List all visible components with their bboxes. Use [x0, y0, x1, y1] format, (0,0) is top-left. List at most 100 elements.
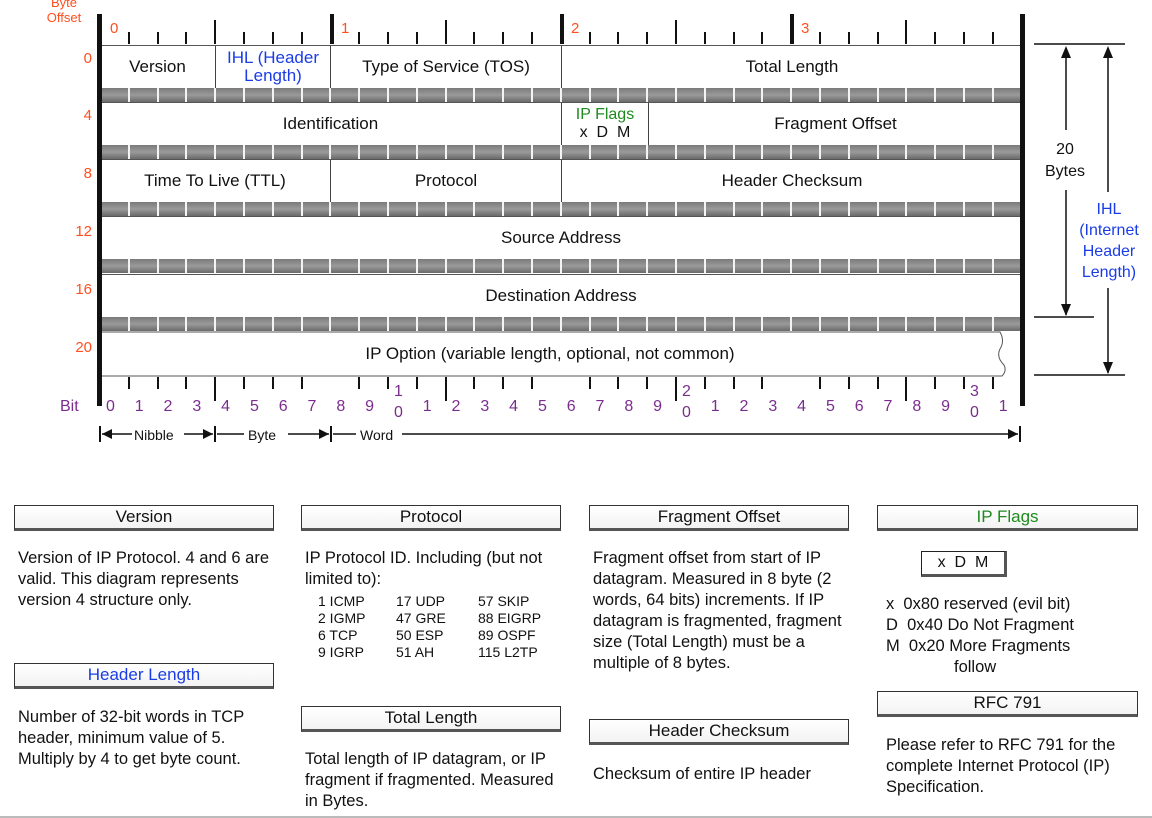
bottom-tick [271, 377, 274, 389]
separator-tick [646, 88, 649, 102]
bit-number: 9 [941, 398, 951, 415]
separator-tick [646, 259, 649, 273]
top-tick [185, 32, 188, 44]
bit-number: 0 [105, 398, 115, 415]
separator-tick [876, 88, 879, 102]
legend-protocol-title: Protocol [301, 505, 561, 531]
field-protocol: Protocol [330, 160, 561, 202]
bit-number: 7 [883, 398, 893, 415]
row-offset-8: 8 [83, 165, 92, 182]
top-tick [444, 20, 447, 44]
byte-divider-tick [560, 14, 564, 44]
bit-number: 1 [422, 398, 432, 415]
separator-tick [271, 145, 274, 159]
separator-tick [214, 317, 217, 331]
separator-tick [675, 259, 677, 273]
bit-number: 2 [163, 398, 173, 415]
separator-tick [156, 317, 159, 331]
separator-tick [991, 259, 994, 273]
separator-tick [963, 317, 965, 331]
separator-tick [703, 88, 706, 102]
bit-number: 5 [537, 398, 547, 415]
separator-tick [790, 317, 793, 331]
separator-tick [617, 88, 620, 102]
top-tick [963, 32, 965, 44]
separator-tick [329, 202, 332, 216]
bottom-tick [991, 377, 994, 389]
bit-number: 6 [566, 398, 576, 415]
bit-ones-digit: 0 [393, 404, 403, 421]
top-tick [473, 32, 476, 44]
separator-tick [214, 202, 217, 216]
row-separator [100, 317, 1022, 331]
bit-number: 2 [451, 398, 461, 415]
bottom-tick [444, 377, 447, 401]
flag-d-line: D 0x40 Do Not Fragment [886, 616, 1074, 634]
byte-number-1: 1 [341, 20, 350, 37]
bottom-border [0, 816, 1152, 818]
top-tick [646, 32, 649, 44]
separator-tick [963, 145, 965, 159]
field-version: Version [129, 57, 186, 76]
separator-tick [559, 88, 562, 102]
legend-rfc-text: Please refer to RFC 791 for the complete… [886, 736, 1116, 796]
bit-tens-digit: 2 [681, 383, 691, 400]
separator-tick [473, 88, 476, 102]
separator-tick [675, 88, 677, 102]
bit-scale-arrows [99, 426, 1021, 442]
separator-tick [387, 317, 389, 331]
separator-tick [905, 317, 908, 331]
bottom-tick [502, 377, 505, 389]
row-offset-12: 12 [75, 223, 92, 240]
separator-tick [646, 202, 649, 216]
legend-header-checksum-text: Checksum of entire IP header [593, 765, 811, 783]
bit-number: 5 [825, 398, 835, 415]
separator-tick [473, 259, 476, 273]
row-8: Time To Live (TTL) Protocol Header Check… [100, 159, 1022, 203]
separator-tick [243, 88, 245, 102]
bottom-tick [703, 377, 706, 389]
bit-number: 7 [595, 398, 605, 415]
bottom-tick [588, 377, 591, 389]
separator-tick [761, 145, 764, 159]
left-frame-bar [97, 14, 102, 406]
legend-fragment-offset-text: Fragment offset from start of IP datagra… [593, 549, 842, 672]
separator-tick [790, 202, 793, 216]
right-frame-bar [1020, 14, 1025, 406]
bit-number: 8 [624, 398, 634, 415]
bit-tens-digit: 1 [393, 383, 403, 400]
legend-rfc-title: RFC 791 [877, 691, 1138, 717]
separator-tick [127, 259, 130, 273]
row-offset-16: 16 [75, 281, 92, 298]
row-separator [100, 259, 1022, 273]
bottom-tick [876, 377, 879, 389]
byte-divider-tick [330, 14, 334, 44]
top-tick [502, 32, 505, 44]
flag-m-line: M 0x20 More Fragments [886, 637, 1071, 655]
separator-tick [502, 202, 505, 216]
separator-tick [271, 202, 274, 216]
separator-tick [646, 145, 649, 159]
separator-tick [675, 145, 677, 159]
legend-version-title: Version [14, 505, 274, 531]
row-offset-0: 0 [83, 50, 92, 67]
separator-tick [444, 145, 447, 159]
ip-option-row [100, 331, 1006, 377]
separator-tick [271, 259, 274, 273]
separator-tick [761, 202, 764, 216]
row-separator [100, 88, 1022, 102]
bottom-tick [156, 377, 159, 389]
separator-tick [502, 317, 505, 331]
separator-tick [502, 88, 505, 102]
separator-tick [387, 145, 389, 159]
separator-tick [559, 259, 562, 273]
bit-number: 2 [739, 398, 749, 415]
separator-tick [300, 202, 303, 216]
top-tick [415, 32, 418, 44]
bit-number: 8 [336, 398, 346, 415]
bottom-tick [819, 377, 821, 389]
ip-flags-label: IP Flags [575, 106, 635, 123]
row-16: Destination Address [100, 274, 1022, 318]
separator-tick [559, 202, 562, 216]
field-tos: Type of Service (TOS) [330, 46, 561, 88]
